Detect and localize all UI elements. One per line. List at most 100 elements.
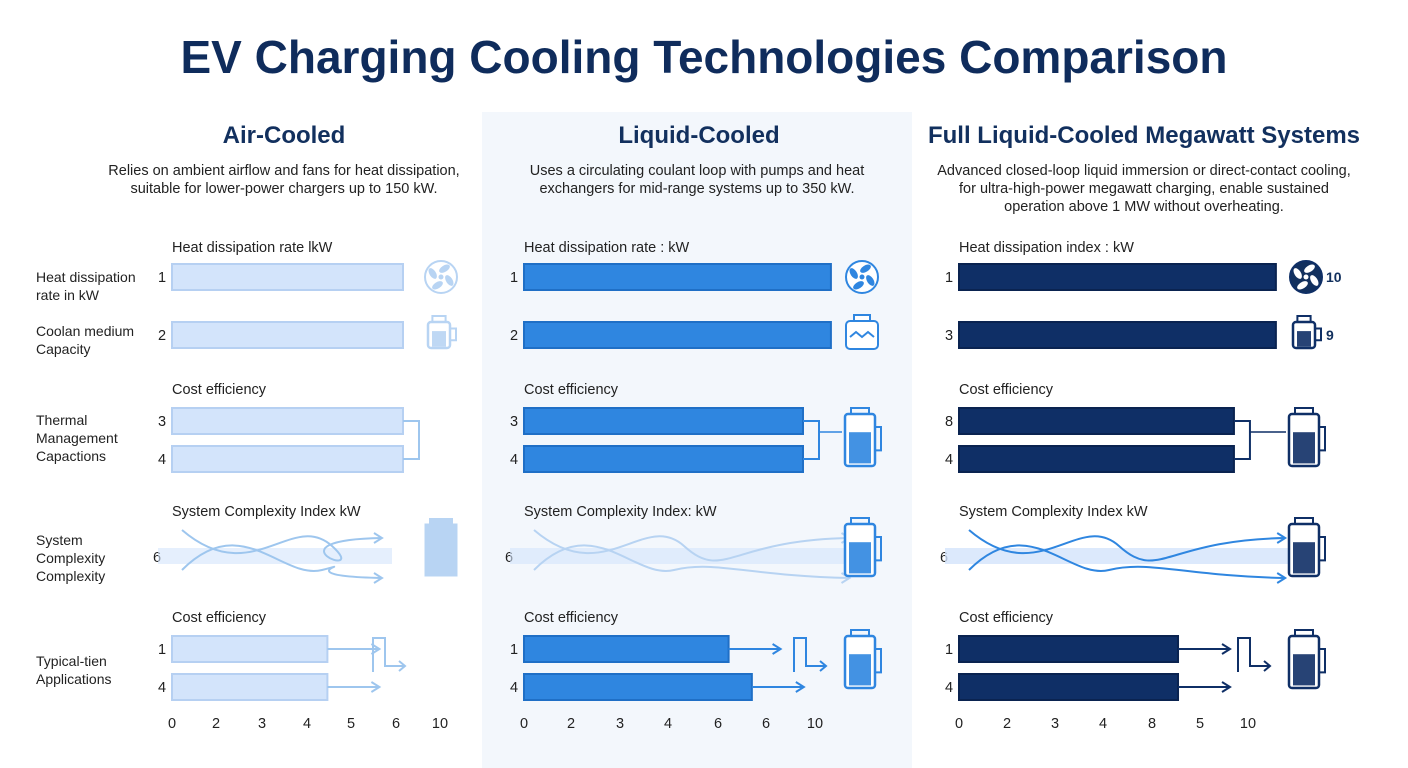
x-tick-label: 10 <box>1240 716 1256 732</box>
bar <box>958 263 1277 291</box>
coolant-tank-icon <box>843 517 882 578</box>
bar <box>171 407 404 435</box>
group-label: Heat dissipation rate lkW <box>172 240 333 256</box>
bar-number-label: 4 <box>158 452 166 468</box>
x-tick-label: 8 <box>1148 716 1156 732</box>
row-label-system-complexity: System Complexity Complexity <box>36 532 106 584</box>
icon-value-label: 9 <box>1326 327 1334 343</box>
bar <box>958 673 1180 701</box>
flow-curve <box>968 529 1286 562</box>
x-tick-label: 10 <box>807 716 823 732</box>
panel-title-air: Air-Cooled <box>222 122 346 149</box>
group-label: Cost efficiency <box>959 610 1054 626</box>
group-label: Cost efficiency <box>524 382 619 398</box>
bar <box>523 263 832 291</box>
bar-number-label: 8 <box>945 414 953 430</box>
group-label: Cost efficiency <box>172 382 267 398</box>
fan-icon <box>845 260 879 294</box>
coolant-tank-icon <box>1287 629 1326 690</box>
group-label: System Complexity Index: kW <box>524 504 717 520</box>
arrow-head <box>370 643 382 655</box>
x-tick-label: 6 <box>714 716 722 732</box>
group-label: Cost efficiency <box>959 382 1054 398</box>
panel-title-liquid: Liquid-Cooled <box>618 122 780 149</box>
bar <box>958 407 1235 435</box>
bar-number-label: 3 <box>158 414 166 430</box>
bar-number-label: 1 <box>510 270 518 286</box>
bar-number-label: 3 <box>945 328 953 344</box>
x-tick-label: 2 <box>1003 716 1011 732</box>
bar-number-label: 2 <box>510 328 518 344</box>
arrow-head <box>772 643 783 655</box>
x-tick-label: 4 <box>303 716 311 732</box>
x-tick-label: 2 <box>212 716 220 732</box>
x-tick-label: 2 <box>567 716 575 732</box>
arrow-head <box>1276 572 1288 584</box>
step-connector <box>372 637 405 672</box>
arrow-head <box>1263 660 1272 672</box>
x-tick-label: 6 <box>762 716 770 732</box>
bar-number-label: 1 <box>945 642 953 658</box>
bar-number-label: 2 <box>158 328 166 344</box>
arrow-head <box>373 532 384 544</box>
bar <box>171 321 404 349</box>
arrow-head <box>398 660 407 672</box>
x-tick-label: 3 <box>616 716 624 732</box>
x-tick-label: 5 <box>347 716 355 732</box>
arrow-head <box>1221 643 1232 655</box>
panel-description-megawatt: Advanced closed-loop liquid immersion or… <box>937 163 1351 215</box>
row-label-typical-applications: Typical-tien Applications <box>36 653 112 687</box>
panel-description-liquid: Uses a circulating coulant loop with pum… <box>529 163 865 197</box>
bar-number-label: 6 <box>153 550 161 566</box>
x-tick-label: 3 <box>1051 716 1059 732</box>
group-label: Heat dissipation index : kW <box>959 240 1134 256</box>
coolant-tank-icon <box>843 629 882 690</box>
arrow-head <box>795 681 806 693</box>
panel-title-megawatt: Full Liquid-Cooled Megawatt Systems <box>927 122 1361 149</box>
bar-number-label: 6 <box>940 550 948 566</box>
step-connector <box>793 637 826 672</box>
cooling-unit-icon <box>424 518 458 577</box>
x-tick-label: 0 <box>520 716 528 732</box>
fan-icon <box>424 260 458 294</box>
group-label: Cost efficiency <box>172 610 267 626</box>
bar-number-label: 4 <box>158 680 166 696</box>
x-tick-label: 6 <box>392 716 400 732</box>
fan-icon: 10 <box>1289 260 1342 294</box>
x-tick-label: 5 <box>1196 716 1204 732</box>
bracket-connector <box>803 420 820 460</box>
group-label: System Complexity Index kW <box>959 504 1148 520</box>
coolant-tank-icon: 9 <box>1291 315 1334 350</box>
page-title: EV Charging Cooling Technologies Compari… <box>180 31 1228 83</box>
panel-description-air: Relies on ambient airflow and fans for h… <box>108 163 460 197</box>
flow-curve <box>533 529 850 562</box>
bar <box>958 635 1180 663</box>
coolant-tank-icon <box>1287 407 1326 468</box>
bar-number-label: 4 <box>945 680 953 696</box>
heat-exchanger-icon <box>845 314 879 350</box>
x-tick-label: 4 <box>1099 716 1107 732</box>
icon-column <box>843 260 882 690</box>
x-tick-label: 10 <box>432 716 448 732</box>
row-label-thermal-management: Thermal Management Capactions <box>36 412 118 464</box>
group-label: Heat dissipation rate : kW <box>524 240 690 256</box>
coolant-tank-icon <box>1287 517 1326 578</box>
flow-curve <box>181 544 383 579</box>
icon-column: 10 9 <box>1287 260 1342 690</box>
bar <box>171 263 404 291</box>
panel-air: Heat dissipation rate lkW Cost efficiency… <box>153 240 458 732</box>
step-connector <box>1237 637 1270 672</box>
panel-liquid: Heat dissipation rate : kW Cost efficienc… <box>505 240 882 732</box>
group-label: System Complexity Index kW <box>172 504 361 520</box>
bar-number-label: 4 <box>510 452 518 468</box>
coolant-tank-icon <box>843 407 882 468</box>
bracket-connector <box>403 420 420 460</box>
arrow-head <box>373 572 384 584</box>
x-tick-label: 0 <box>955 716 963 732</box>
bar-number-label: 4 <box>510 680 518 696</box>
arrow-head <box>1221 681 1232 693</box>
flow-curve <box>181 529 383 562</box>
bracket-connector <box>1233 420 1251 460</box>
bar <box>523 321 832 349</box>
